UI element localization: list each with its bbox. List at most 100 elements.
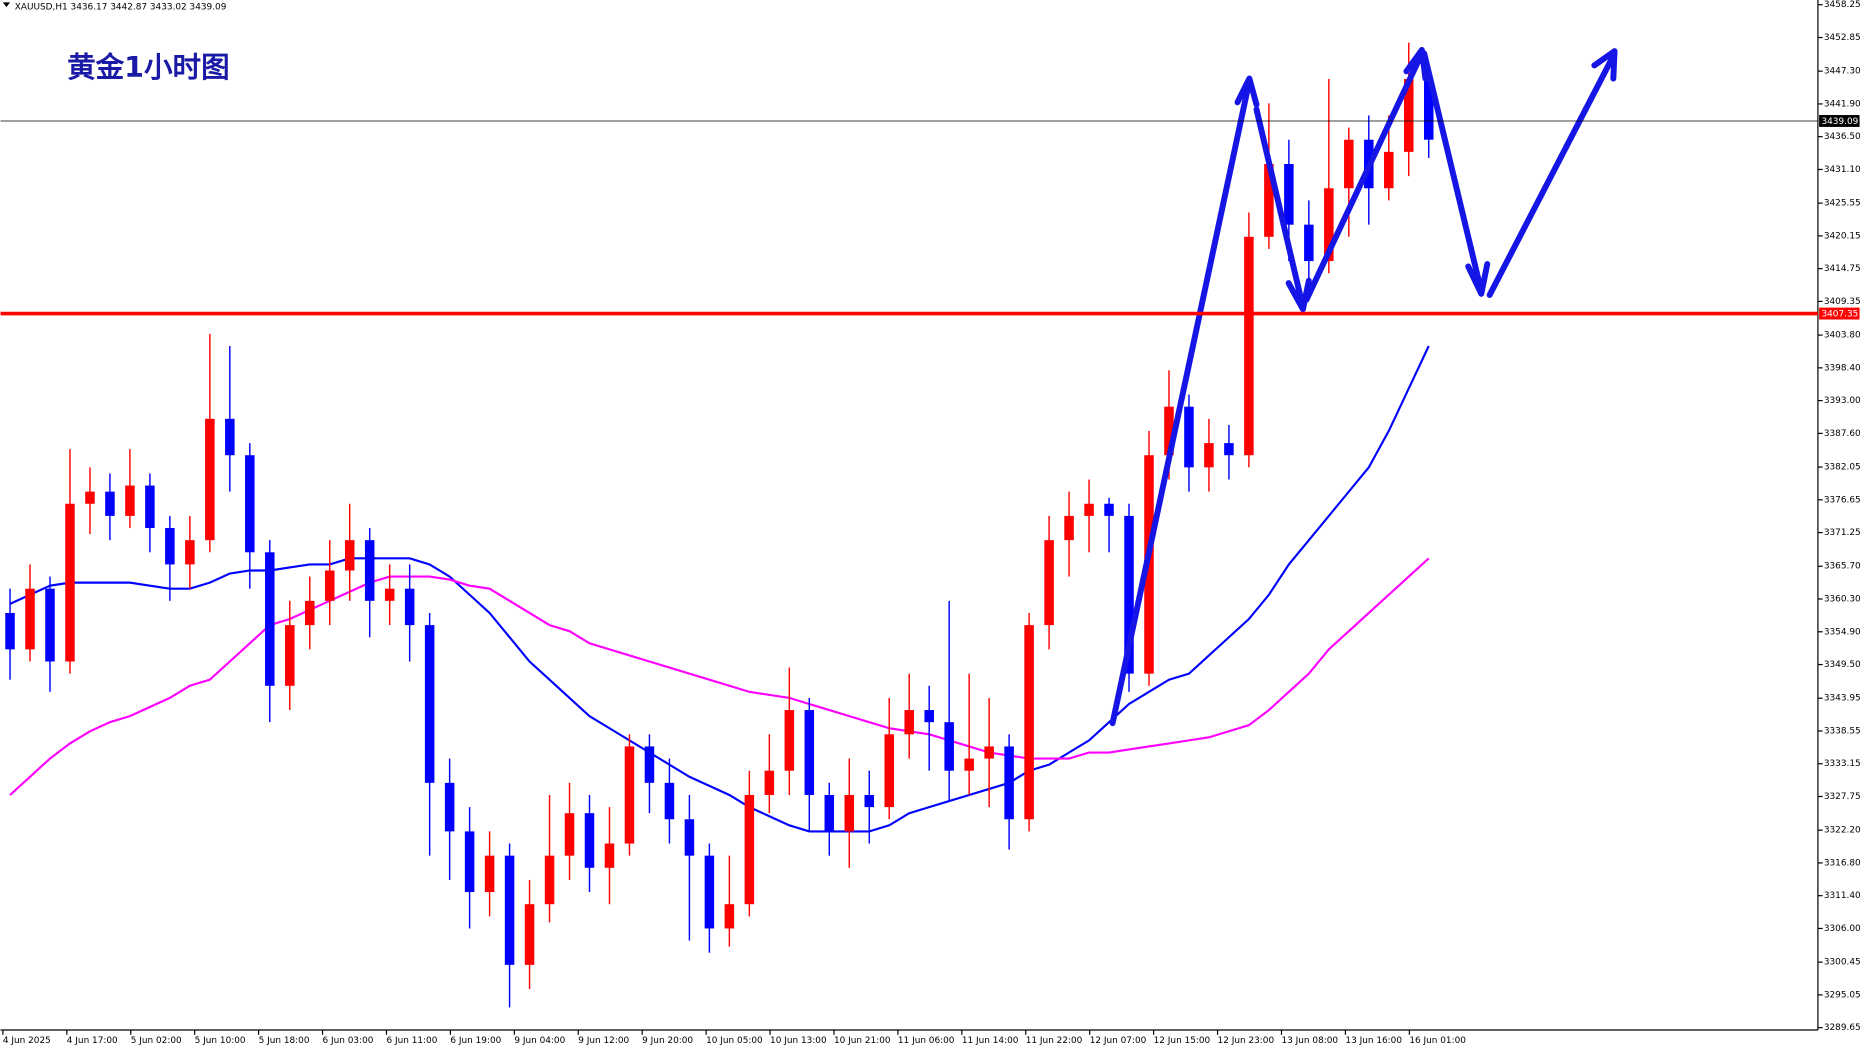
candle-body <box>704 855 715 929</box>
candle-body <box>964 758 974 771</box>
candle-body <box>464 831 475 893</box>
x-tick-label: 10 Jun 21:00 <box>834 1036 891 1046</box>
y-tick-label: 3447.30 <box>1824 67 1861 77</box>
x-tick-label: 11 Jun 14:00 <box>962 1036 1019 1046</box>
candle-body <box>784 710 795 771</box>
candle-body <box>624 746 635 844</box>
candle-body <box>424 625 435 783</box>
candle-body <box>544 855 555 905</box>
price-label-box <box>1819 307 1860 320</box>
candle-body <box>444 782 455 832</box>
candle-body <box>324 570 335 601</box>
candle-body <box>524 904 535 965</box>
y-tick-label: 3349.50 <box>1824 660 1861 670</box>
candle-body <box>484 855 495 893</box>
candle-body <box>664 782 675 820</box>
arrowhead <box>1403 46 1429 82</box>
candle-body <box>984 746 994 759</box>
x-tick-label: 10 Jun 05:00 <box>706 1036 763 1046</box>
y-tick-label: 3420.15 <box>1824 231 1861 241</box>
x-tick-label: 9 Jun 12:00 <box>578 1036 629 1046</box>
chart-title: 黄金1小时图 <box>67 51 230 84</box>
arrowhead <box>1285 277 1312 313</box>
candle-body <box>105 491 115 516</box>
candle-body <box>1423 79 1434 140</box>
candle-body <box>884 734 894 808</box>
y-tick-label: 3387.60 <box>1824 429 1861 439</box>
x-tick-label: 9 Jun 04:00 <box>514 1036 565 1046</box>
candle-body <box>304 600 315 626</box>
candle-body <box>65 503 75 662</box>
x-tick-label: 11 Jun 06:00 <box>898 1036 955 1046</box>
candle-body <box>1084 503 1094 516</box>
arrow <box>1109 77 1253 727</box>
y-tick-label: 3343.95 <box>1824 694 1861 704</box>
candle-body <box>145 485 155 529</box>
candle-body <box>205 418 215 541</box>
y-tick-label: 3441.90 <box>1824 99 1861 109</box>
candle-body <box>125 485 135 516</box>
candle-body <box>804 710 815 795</box>
candle-body <box>185 540 195 565</box>
y-tick-label: 3360.30 <box>1824 595 1861 605</box>
candle-body <box>1124 515 1134 674</box>
y-tick-label: 3322.20 <box>1824 826 1861 836</box>
arrowhead <box>1591 48 1618 82</box>
x-tick-label: 11 Jun 22:00 <box>1026 1036 1083 1046</box>
candle-body <box>5 612 15 650</box>
candle-body <box>724 904 735 929</box>
candle-body <box>285 625 295 686</box>
y-tick-label: 3452.85 <box>1824 33 1861 43</box>
candle-body <box>584 813 595 868</box>
candle-body <box>1064 515 1074 541</box>
x-tick-label: 16 Jun 01:00 <box>1409 1036 1466 1046</box>
candle-body <box>844 794 855 832</box>
x-tick-label: 6 Jun 03:00 <box>323 1036 374 1046</box>
candle-body <box>1324 188 1334 262</box>
menu-icon <box>2 2 11 8</box>
candle-body <box>644 746 655 783</box>
candle-body <box>684 819 695 856</box>
candle-body <box>1204 443 1214 468</box>
candle-body <box>504 855 515 965</box>
candle-body <box>1344 139 1354 189</box>
y-tick-label: 3382.05 <box>1824 463 1861 473</box>
candle-body <box>1184 406 1194 468</box>
moving-average <box>9 345 1430 833</box>
candle-body <box>1264 163 1274 237</box>
candle-body <box>384 588 395 601</box>
candle-body <box>1224 443 1234 456</box>
header: XAUUSD,H1 3436.17 3442.87 3433.02 3439.0… <box>15 3 227 13</box>
x-tick-label: 4 Jun 17:00 <box>67 1036 118 1046</box>
candle-body <box>404 588 415 626</box>
arrows <box>1109 46 1618 727</box>
x-tick-label: 12 Jun 07:00 <box>1090 1036 1147 1046</box>
x-tick-label: 12 Jun 23:00 <box>1218 1036 1275 1046</box>
candle-body <box>364 540 375 601</box>
y-tick-label: 3316.80 <box>1824 858 1861 868</box>
candle-body <box>245 455 255 553</box>
x-tick-label: 9 Jun 20:00 <box>642 1036 693 1046</box>
candle-body <box>944 722 954 771</box>
y-tick-label: 3414.75 <box>1824 264 1861 274</box>
candle-body <box>924 710 934 723</box>
candle-body <box>904 710 914 735</box>
candle-body <box>1244 236 1254 456</box>
y-tick-label: 3327.75 <box>1824 792 1861 802</box>
candle-body <box>824 794 835 832</box>
price-label-box <box>1819 115 1860 127</box>
y-tick-label: 3289.65 <box>1824 1023 1861 1033</box>
y-tick-label: 3306.00 <box>1824 924 1861 934</box>
arrow <box>1486 50 1618 298</box>
x-tick-label: 6 Jun 11:00 <box>386 1036 437 1046</box>
y-tick-label: 3431.10 <box>1824 165 1861 175</box>
arrow <box>1421 50 1485 295</box>
y-tick-label: 3458.25 <box>1824 0 1861 10</box>
y-tick-label: 3409.35 <box>1824 297 1861 307</box>
y-tick-label: 3376.65 <box>1824 495 1861 505</box>
candle-body <box>165 528 175 565</box>
candle-body <box>764 770 775 795</box>
y-tick-label: 3295.05 <box>1824 990 1861 1000</box>
